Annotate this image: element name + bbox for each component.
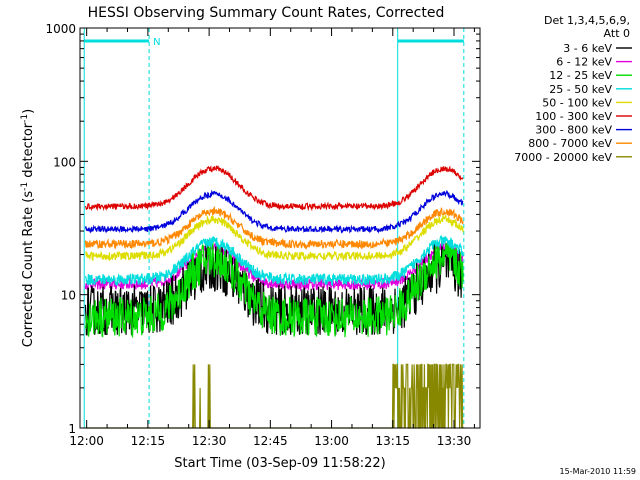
- x-axis-label: Start Time (03-Sep-09 11:58:22): [174, 456, 385, 471]
- legend-label: 50 - 100 keV: [542, 96, 612, 109]
- legend-label: 6 - 12 keV: [556, 56, 612, 69]
- series-line: [84, 213, 464, 262]
- x-tick-label: 12:00: [69, 434, 104, 448]
- y-axis-label: Corrected Count Rate (s-1 detector-1): [20, 109, 36, 347]
- legend-label: 3 - 6 keV: [563, 42, 612, 55]
- x-tick-label: 12:45: [253, 434, 288, 448]
- series-line: [85, 363, 464, 429]
- plot-frame: [79, 27, 481, 429]
- series-line: [84, 240, 464, 339]
- legend-label: 800 - 7000 keV: [528, 137, 612, 150]
- series-line: [84, 235, 464, 287]
- legend-label: 7000 - 20000 keV: [514, 151, 612, 164]
- legend-label: 100 - 300 keV: [535, 110, 612, 123]
- legend-header-2: Att 0: [604, 27, 630, 40]
- legend-label: 25 - 50 keV: [549, 83, 612, 96]
- legend-label: 300 - 800 keV: [535, 124, 612, 137]
- series-line: [84, 189, 464, 234]
- legend-label: 12 - 25 keV: [549, 69, 612, 82]
- y-tick-label: 1000: [45, 22, 76, 36]
- y-tick-label: 10: [61, 289, 76, 303]
- y-tick-label: 1: [68, 422, 76, 436]
- legend-header-1: Det 1,3,4,5,6,9,: [544, 14, 630, 27]
- series-line: [84, 205, 464, 251]
- series-line: [84, 164, 464, 212]
- x-tick-label: 13:15: [375, 434, 410, 448]
- x-tick-label: 12:30: [192, 434, 227, 448]
- night-label: N: [153, 37, 160, 48]
- x-tick-label: 12:15: [131, 434, 166, 448]
- chart-title: HESSI Observing Summary Count Rates, Cor…: [88, 5, 445, 21]
- x-axis: 12:00 12:15 12:30 12:45 13:00 13:15 13:30: [69, 28, 475, 448]
- y-axis: 1 10 100 1000: [45, 22, 480, 436]
- x-tick-label: 13:30: [437, 434, 472, 448]
- footer-timestamp: 15-Mar-2010 11:59: [560, 467, 637, 476]
- x-tick-label: 13:00: [314, 434, 349, 448]
- y-tick-label: 100: [53, 155, 76, 169]
